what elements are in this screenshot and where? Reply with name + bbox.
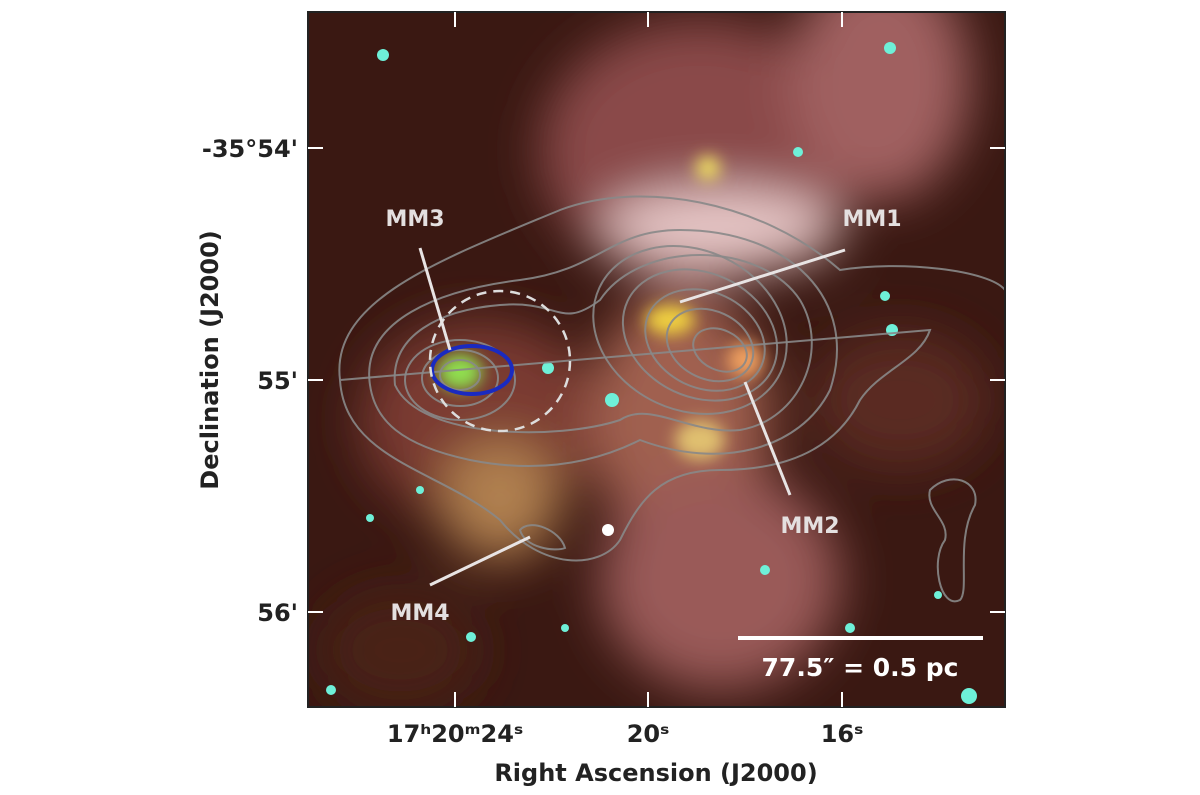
source-pointers — [418, 247, 846, 587]
x-tick-label: 16ˢ — [821, 720, 864, 748]
y-tick-label: 56' — [257, 599, 298, 627]
beam-ellipse — [430, 344, 514, 396]
y-tick-label: 55' — [257, 367, 298, 395]
y-tick-label: -35°54' — [202, 135, 298, 163]
x-tick-label: 17ʰ20ᵐ24ˢ — [387, 720, 523, 748]
source-label: MM1 — [842, 207, 901, 232]
source-label: MM2 — [780, 514, 839, 539]
source-label: MM3 — [385, 207, 444, 232]
y-axis-label: Declination (J2000) — [196, 230, 224, 489]
dashed-circle — [428, 289, 572, 433]
ticks — [308, 12, 1005, 707]
x-axis-label: Right Ascension (J2000) — [494, 759, 817, 787]
sky-image — [308, 12, 1005, 707]
scale-bar-label: 77.5″ = 0.5 pc — [762, 653, 959, 682]
frame — [307, 11, 1006, 708]
contours — [338, 195, 1005, 603]
source-label: MM4 — [390, 601, 449, 626]
x-tick-label: 20ˢ — [627, 720, 670, 748]
